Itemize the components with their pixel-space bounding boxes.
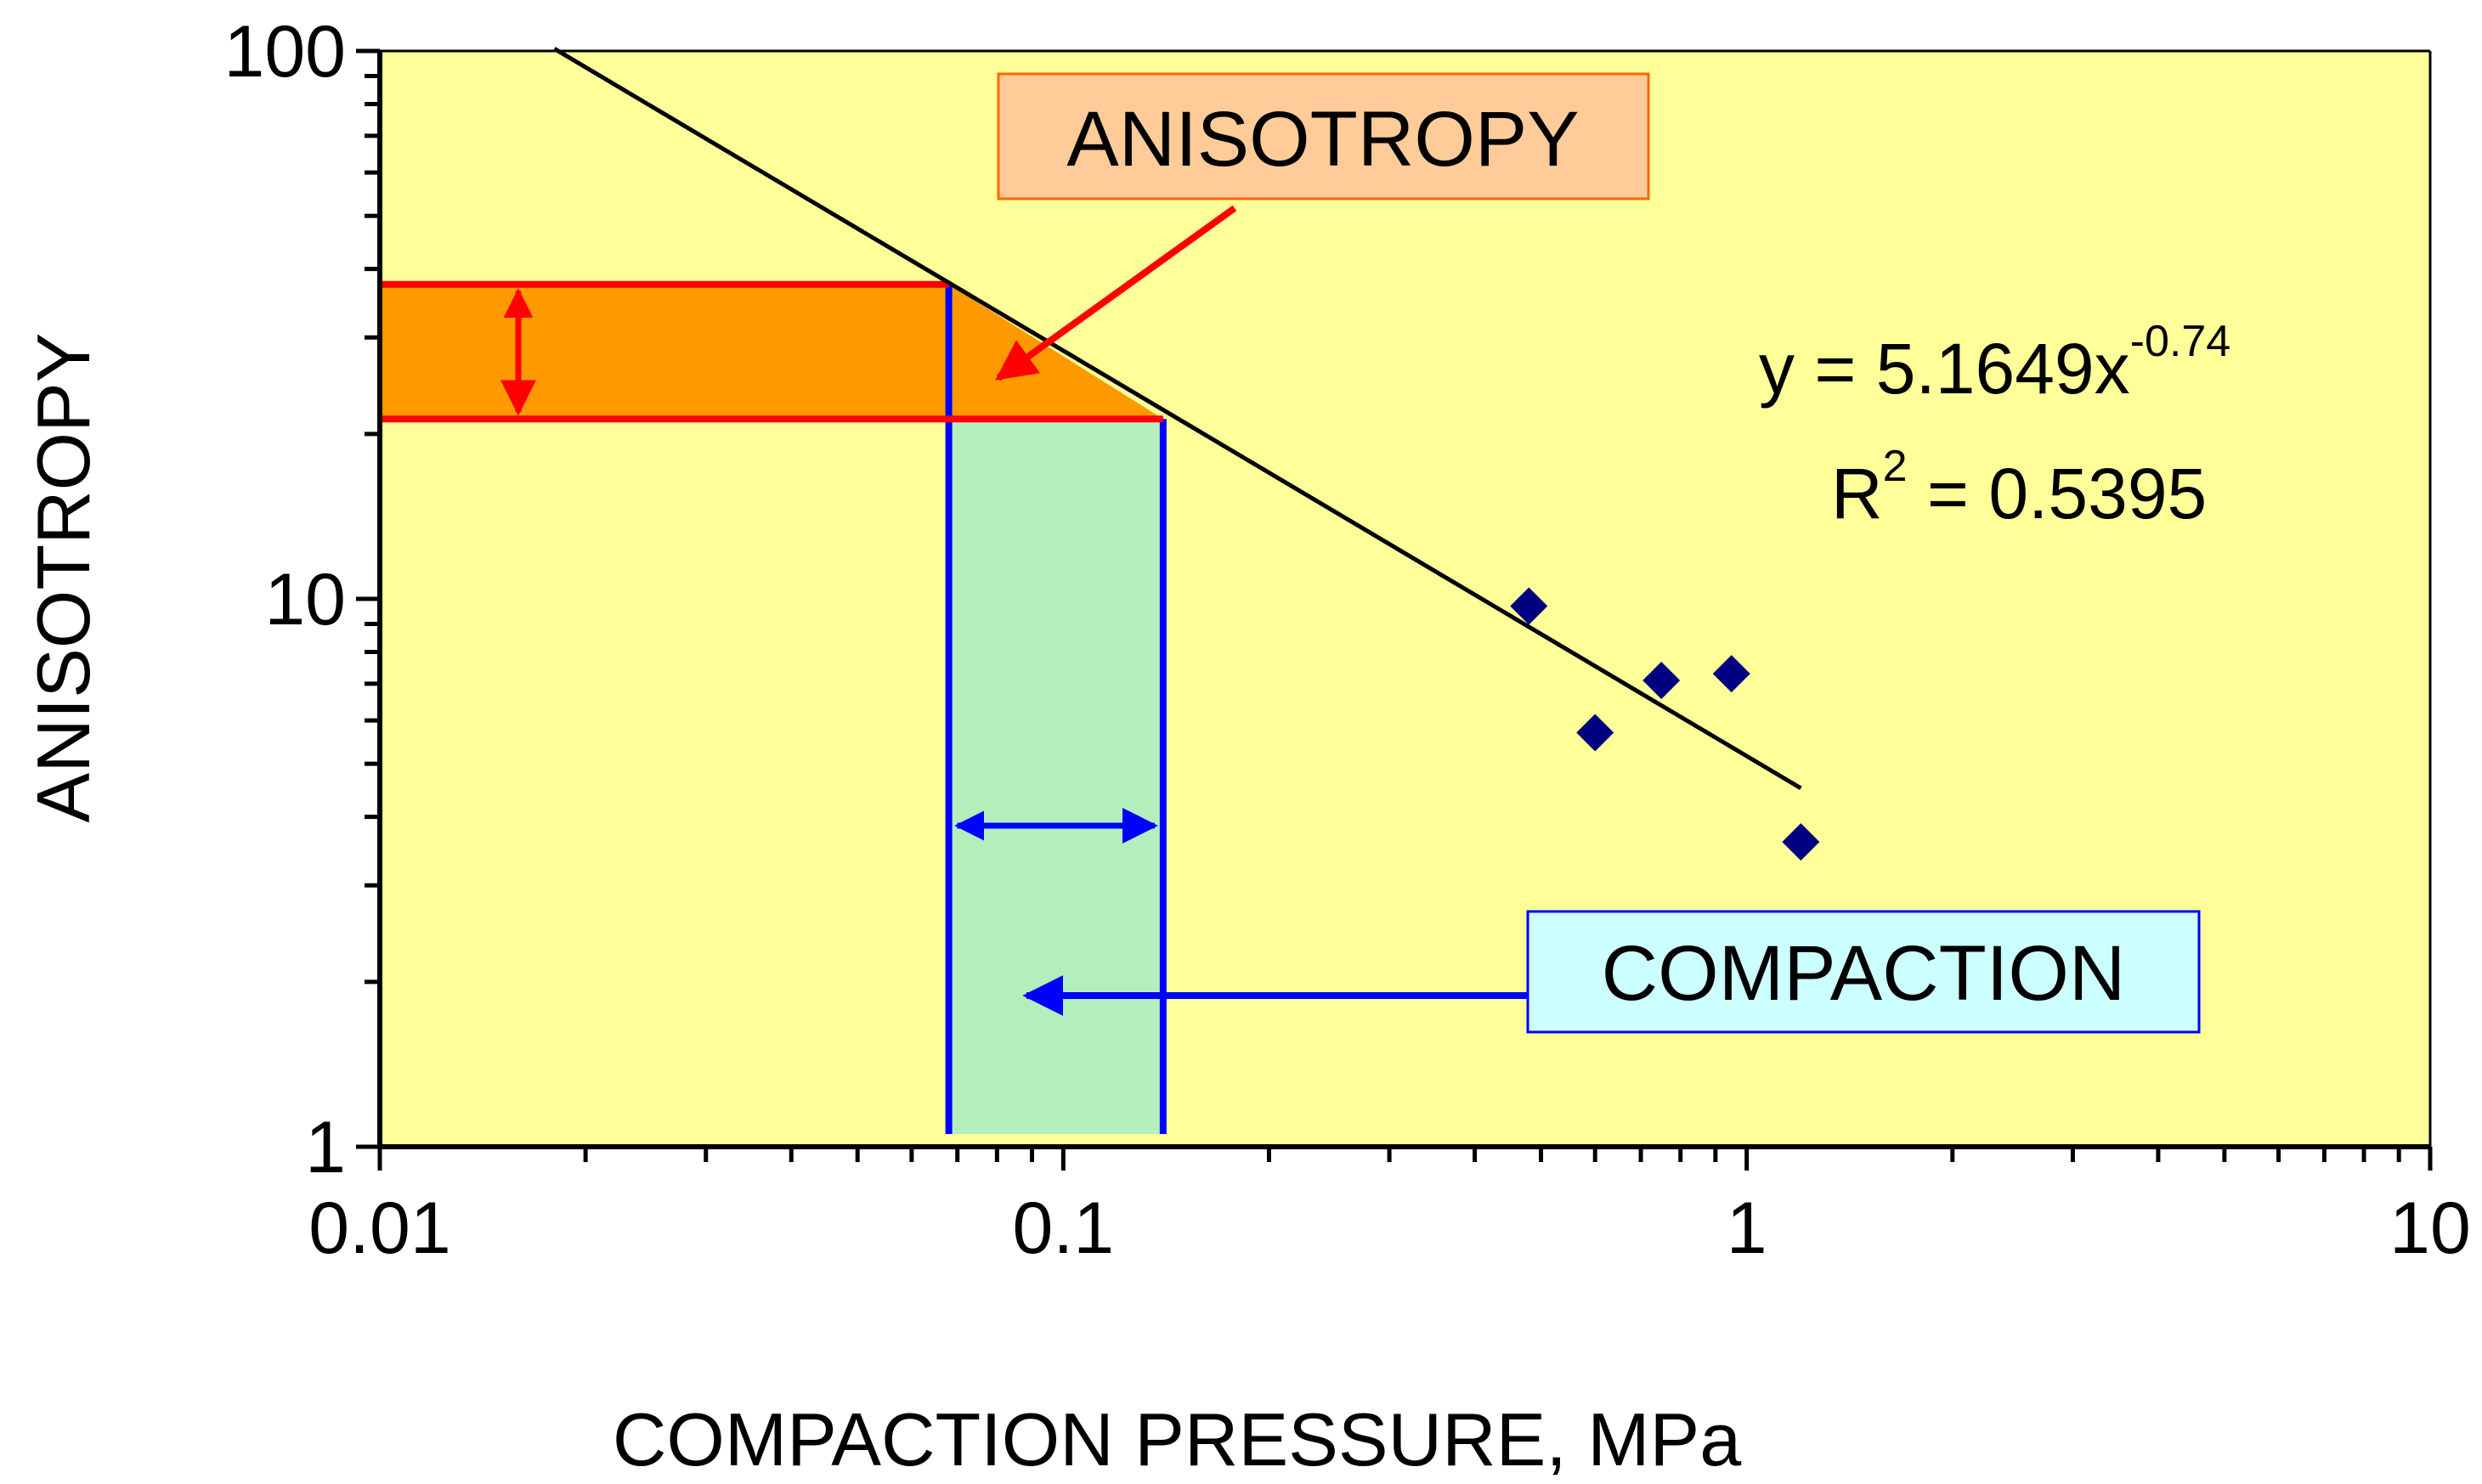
anisotropy-band <box>380 284 1163 420</box>
data-points <box>1510 587 1820 861</box>
x-tick-label-10: 10 <box>2389 1188 2471 1269</box>
y-tick-label-1: 1 <box>305 1107 346 1188</box>
data-point <box>1576 714 1614 752</box>
x-tick-label-0.01: 0.01 <box>308 1188 450 1269</box>
compaction-callout-box <box>1526 910 2201 1034</box>
data-point <box>1782 823 1820 861</box>
power-trendline <box>553 47 1802 791</box>
x-tick-label-0.1: 0.1 <box>1013 1188 1115 1269</box>
anisotropy-callout-label: ANISOTROPY <box>1066 96 1579 183</box>
x-tick-label-1: 1 <box>1727 1188 1767 1269</box>
x-axis-title: COMPACTION PRESSURE, MPa <box>613 1397 1741 1481</box>
anisotropy-callout: ANISOTROPY <box>995 72 1650 381</box>
anisotropy-callout-arrow <box>995 205 1237 381</box>
equation-line-1: y = 5.1649x-0.74 <box>1759 317 2230 409</box>
y-tick-label-100: 100 <box>224 11 347 93</box>
y-tick-label-10: 10 <box>264 559 346 640</box>
data-point <box>1510 587 1548 625</box>
highlight-bands <box>380 280 1167 1134</box>
compaction-callout: COMPACTION <box>1022 910 2201 1034</box>
axes <box>356 48 2433 1171</box>
compaction-callout-label: COMPACTION <box>1602 930 2126 1017</box>
equation-line-2: R2 = 0.5395 <box>1831 442 2207 533</box>
data-point <box>1712 655 1750 693</box>
x-tick-labels: 0.01 0.1 1 10 <box>308 1188 2471 1269</box>
data-point <box>1642 661 1681 699</box>
y-tick-labels: 1 10 100 <box>224 11 347 1188</box>
trend-equation: y = 5.1649x-0.74 R2 = 0.5395 <box>1759 317 2230 533</box>
y-axis-title: ANISOTROPY <box>21 333 105 823</box>
compaction-band <box>948 419 1163 1134</box>
anisotropy-callout-box <box>997 72 1650 200</box>
